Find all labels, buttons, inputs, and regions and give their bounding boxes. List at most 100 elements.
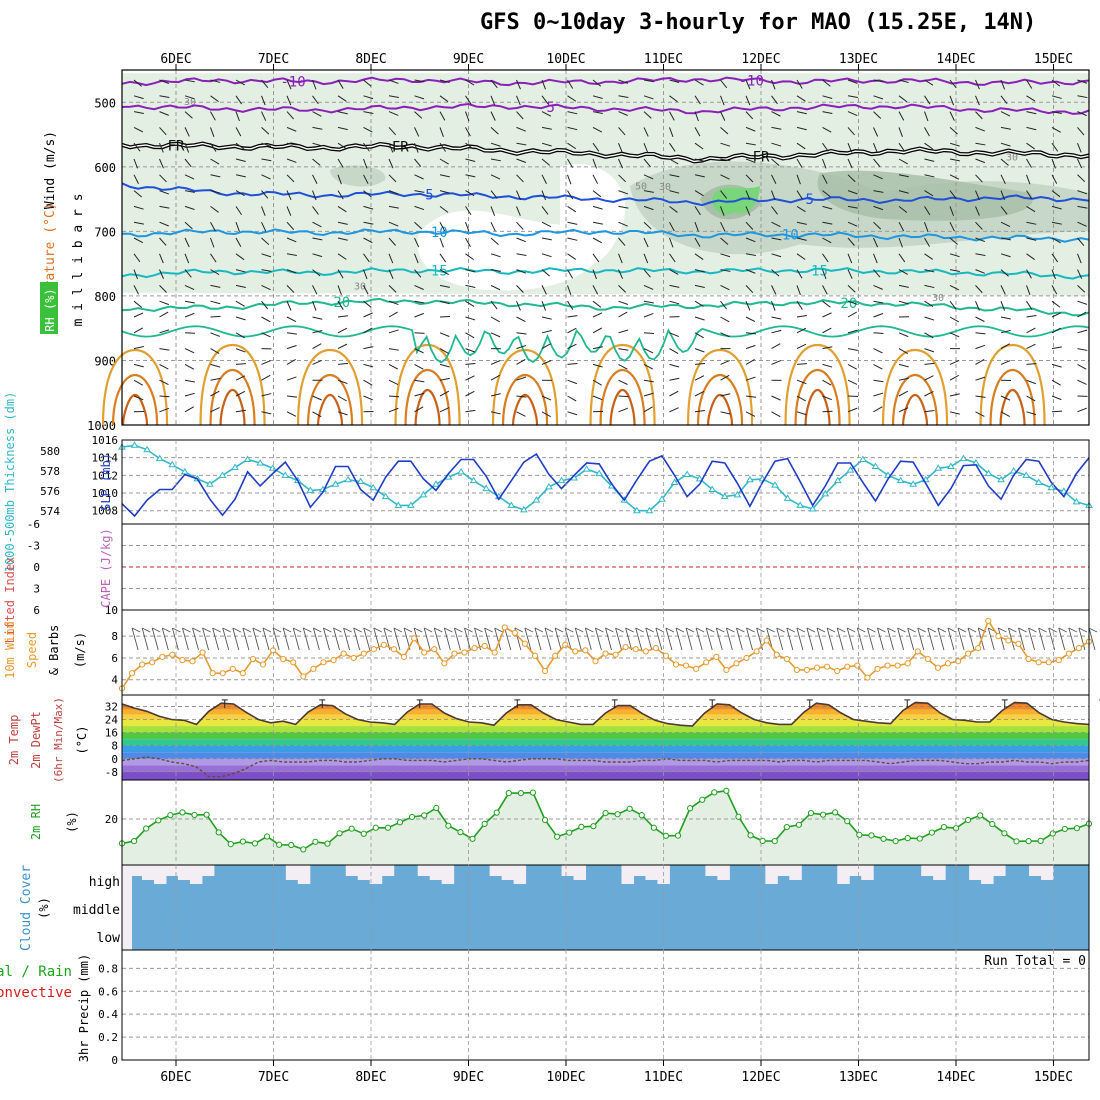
profile-ytick-label: 900 [94,354,116,368]
wind-barb [439,221,446,232]
wind10m-barb [665,627,675,633]
low-level-contour [316,393,344,426]
wind-barb [541,285,547,295]
wind10m-barb [605,627,614,633]
wind-barb [184,284,195,291]
low-level-contour [686,348,754,426]
wind-barb [1051,363,1062,368]
cloud-high-gap [177,865,191,880]
wind-barb [133,285,140,295]
rh2m-line-point [360,830,367,837]
wind-barb [184,237,190,248]
thickness-line-point [997,475,1005,483]
rh2m-line-point [977,812,984,819]
rh2m-line-point [529,789,537,796]
rh2m-line-point [566,829,573,836]
wind-barb [745,174,754,183]
wind-barb [643,111,652,119]
wind-barb [1077,190,1088,195]
wind-barb [694,316,705,321]
wind-barb [490,300,498,310]
wind-barb [592,395,603,401]
thickness-line-point [633,506,641,514]
wind-barb [1026,363,1037,365]
wind-barb [898,206,908,213]
wind-barb [159,407,170,413]
wind-barb [822,205,833,210]
wind-barb [210,111,216,121]
wind-barb [439,363,450,368]
cloud-high-gap [345,865,359,876]
wind10m-barb [796,627,804,651]
wind-barb [694,206,701,216]
wind-barb [133,312,144,318]
wind10m-barb [182,627,189,651]
wind10m-barb [635,627,644,633]
wind-barb [261,316,271,323]
wind-barb [184,79,195,83]
wind-barb [669,79,680,84]
wind-barb [439,127,444,137]
wind-barb [924,222,929,232]
wind-barb [210,253,217,263]
wind-barb [975,142,986,146]
wind10m-barb [1008,627,1017,633]
wind-ylabel-3: & Barbs [47,625,61,676]
wind-barb [669,95,678,103]
wind10m-line-point [370,646,377,653]
wind-barb [567,126,578,131]
rh2m-line-point [372,824,379,831]
thickness-line-point [143,445,152,453]
wind10m-barb [857,627,866,633]
wind10m-line-point [189,658,196,665]
wind10m-line-point [602,650,609,657]
wind-barb [847,285,856,293]
wind-barb [592,285,599,295]
wind10m-barb [423,627,433,633]
wind-barb [363,269,368,280]
wind-ylabel-2: Speed [25,632,39,668]
thickness-line-point [557,476,566,484]
wind-barb [1026,379,1037,385]
wind10m-barb [967,627,977,633]
wind-barb [490,142,501,147]
rh-label: 30 [932,293,944,304]
wind-tick-label: 4 [111,674,118,687]
wind-barb [541,206,549,215]
wind-barb [745,395,756,398]
wind10m-barb [1038,627,1046,651]
wind-barb [796,174,801,185]
wind-barb [618,190,629,195]
wind-barb [669,269,679,275]
wind-barb [949,269,960,272]
wind-barb [490,269,501,272]
wind-barb [337,142,347,150]
wind10m-barb [937,627,947,633]
date-tick-bottom: 9DEC [453,1070,484,1085]
wind-barb [924,111,929,122]
wind-barb [388,269,394,279]
wind-barb [133,174,139,184]
wind10m-barb [534,627,544,633]
wind10m-line-point [652,645,659,652]
wind-barb [159,158,164,169]
wind-barb [745,332,756,335]
wind-barb [286,376,297,381]
wind-barb [822,126,832,133]
wind-barb [1026,205,1036,213]
wind-barb [1051,205,1062,210]
wind10m-barb [746,627,755,633]
wind-barb [1077,300,1088,305]
wind10m-barb [645,627,654,633]
wind-barb [1077,127,1085,136]
thickness-line-point [821,489,830,497]
wind-barb [1077,311,1087,318]
wind-barb [592,126,603,133]
wind10m-barb [997,627,1005,651]
wind-barb [235,332,245,339]
wind10m-barb [756,627,765,633]
wind10m-barb [605,627,612,651]
rh2m-line-point [1061,825,1068,833]
wind-barb [898,158,908,165]
wind10m-barb [131,627,139,651]
